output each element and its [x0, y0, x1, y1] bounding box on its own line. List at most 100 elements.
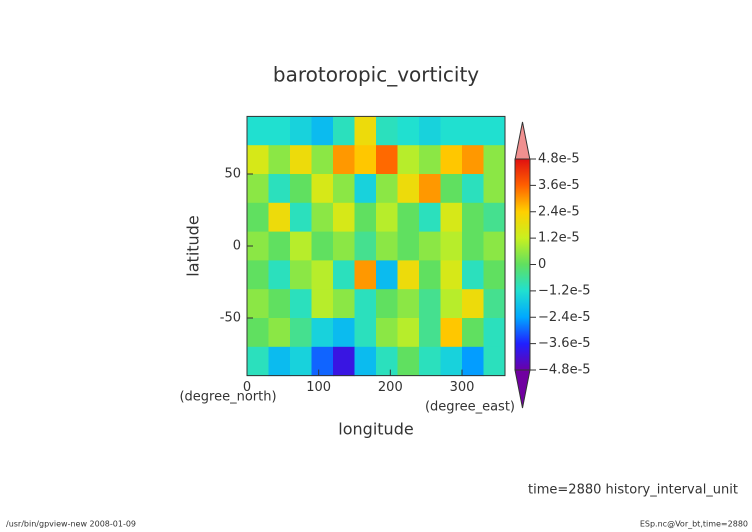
- cell: [483, 231, 506, 261]
- cell: [483, 346, 506, 377]
- cell: [419, 145, 441, 175]
- cell: [483, 145, 506, 175]
- cell: [440, 174, 463, 204]
- cell: [354, 202, 377, 233]
- cell: [311, 231, 334, 261]
- x-unit: (degree_east): [425, 400, 515, 415]
- cell: [440, 346, 463, 377]
- cell: [397, 346, 420, 377]
- cell: [376, 318, 398, 348]
- colorbar-tick-label: 4.8e-5: [538, 152, 580, 167]
- colorbar-tick-label: 0: [538, 257, 546, 272]
- cell: [483, 318, 506, 348]
- cell: [397, 145, 420, 175]
- cell: [376, 346, 398, 377]
- cell: [247, 174, 269, 204]
- cell: [419, 260, 441, 290]
- cell: [376, 289, 398, 319]
- cell: [354, 116, 377, 146]
- cell: [483, 260, 506, 290]
- x-axis-label: longitude: [338, 420, 413, 439]
- cell: [419, 116, 441, 146]
- cell: [419, 231, 441, 261]
- cell: [397, 318, 420, 348]
- cell: [247, 260, 269, 290]
- cell: [376, 260, 398, 290]
- cell: [333, 145, 355, 175]
- cell: [419, 318, 441, 348]
- over-triangle: [514, 121, 531, 161]
- cell: [462, 346, 484, 377]
- colorbar-tick-label: −3.6e-5: [538, 336, 591, 351]
- cell: [268, 202, 291, 233]
- colorbar-tick-label: 1.2e-5: [538, 231, 580, 246]
- cell: [333, 174, 355, 204]
- cell: [483, 289, 506, 319]
- cell: [376, 116, 398, 146]
- cell: [376, 174, 398, 204]
- cell: [462, 174, 484, 204]
- cell: [462, 318, 484, 348]
- y-tick-label: 50: [224, 167, 241, 182]
- cell: [440, 318, 463, 348]
- cell: [311, 145, 334, 175]
- cell: [462, 289, 484, 319]
- cell: [440, 145, 463, 175]
- cell: [311, 318, 334, 348]
- cell: [376, 202, 398, 233]
- cell: [268, 174, 291, 204]
- cell: [333, 346, 355, 377]
- cell: [440, 116, 463, 146]
- cell: [247, 202, 269, 233]
- cell: [354, 318, 377, 348]
- x-tick-label: 200: [378, 380, 403, 395]
- cell: [440, 260, 463, 290]
- footer-right: ESp.nc@Vor_bt,time=2880: [640, 520, 748, 529]
- cell: [397, 116, 420, 146]
- cell: [290, 116, 312, 146]
- y-axis-label: latitude: [184, 215, 203, 276]
- cell: [354, 174, 377, 204]
- cell: [268, 260, 291, 290]
- cell: [290, 318, 312, 348]
- note: time=2880 history_interval_unit: [528, 483, 738, 498]
- cell: [462, 202, 484, 233]
- cell: [440, 289, 463, 319]
- cell: [290, 145, 312, 175]
- y-tick-label: 0: [233, 239, 241, 254]
- cell: [247, 145, 269, 175]
- cell: [462, 231, 484, 261]
- cell: [440, 202, 463, 233]
- cell: [268, 346, 291, 377]
- y-unit: (degree_north): [179, 390, 276, 405]
- cell: [462, 145, 484, 175]
- cell: [376, 145, 398, 175]
- cell: [247, 231, 269, 261]
- colorbar-tick-label: 2.4e-5: [538, 204, 580, 219]
- x-tick-label: 300: [450, 380, 475, 395]
- cell: [247, 318, 269, 348]
- cell: [354, 260, 377, 290]
- cell: [419, 202, 441, 233]
- cell: [462, 116, 484, 146]
- cell: [397, 231, 420, 261]
- cell: [311, 202, 334, 233]
- cell: [268, 231, 291, 261]
- cell: [419, 174, 441, 204]
- x-tick-label: 0: [243, 380, 251, 395]
- cell: [397, 260, 420, 290]
- cell: [247, 346, 269, 377]
- cell: [483, 202, 506, 233]
- cell: [311, 116, 334, 146]
- cell: [419, 346, 441, 377]
- colorbar-tick-label: 3.6e-5: [538, 178, 580, 193]
- cell: [290, 260, 312, 290]
- cell: [311, 346, 334, 377]
- cell: [419, 289, 441, 319]
- cell: [354, 145, 377, 175]
- cell: [333, 318, 355, 348]
- cell: [268, 289, 291, 319]
- cell: [311, 289, 334, 319]
- cell: [290, 346, 312, 377]
